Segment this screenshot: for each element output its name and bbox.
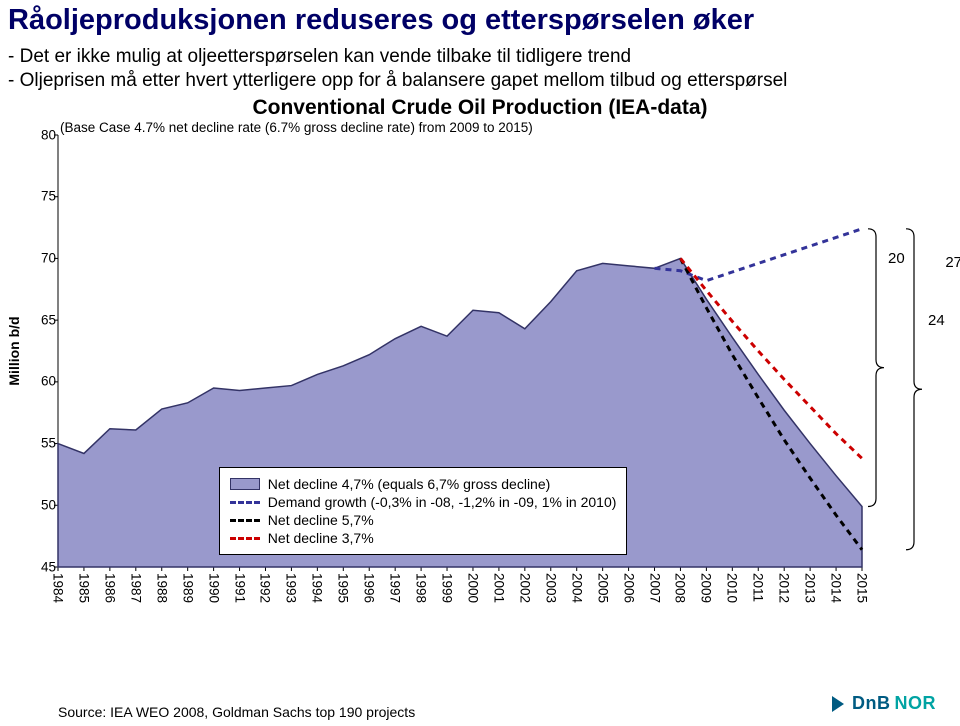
right-annotation: 20 — [888, 250, 905, 267]
x-tick-label: 1990 — [206, 573, 221, 603]
legend-row: Net decline 3,7% — [230, 530, 617, 546]
x-tick-label: 1986 — [102, 573, 117, 603]
chart-container: Conventional Crude Oil Production (IEA-d… — [8, 96, 952, 567]
x-tick-label: 2008 — [673, 573, 688, 603]
legend-label: Net decline 4,7% (equals 6,7% gross decl… — [268, 476, 551, 492]
x-tick-label: 2011 — [751, 573, 766, 602]
legend-swatch — [230, 537, 260, 540]
legend-row: Demand growth (-0,3% in -08, -1,2% in -0… — [230, 494, 617, 510]
y-tick-label: 60 — [41, 374, 56, 389]
plot-area: Million b/d 4550556065707580 19841985198… — [58, 135, 862, 567]
x-tick-label: 1996 — [362, 573, 377, 603]
source-text: Source: IEA WEO 2008, Goldman Sachs top … — [58, 704, 415, 720]
bullet-list: - Det er ikke mulig at oljeetterspørsele… — [0, 37, 960, 94]
right-annotation: 24 — [928, 312, 945, 329]
x-tick-label: 1984 — [51, 573, 66, 603]
x-tick-label: 1988 — [154, 573, 169, 603]
x-tick-label: 1991 — [232, 573, 247, 603]
x-tick-label: 1989 — [180, 573, 195, 603]
y-tick-label: 75 — [41, 189, 56, 204]
x-tick-label: 2009 — [699, 573, 714, 603]
x-tick-label: 2015 — [855, 573, 870, 603]
y-tick-label: 45 — [41, 559, 56, 574]
slide-title: Råoljeproduksjonen reduseres og etterspø… — [0, 0, 960, 37]
chart-subtitle: (Base Case 4.7% net decline rate (6.7% g… — [60, 120, 952, 135]
y-tick-label: 80 — [41, 127, 56, 142]
logo-left: DnB — [852, 693, 891, 714]
y-tick-label: 55 — [41, 436, 56, 451]
y-tick-label: 70 — [41, 251, 56, 266]
bullet-2: - Oljeprisen må etter hvert ytterligere … — [8, 69, 952, 93]
x-tick-label: 1994 — [310, 573, 325, 603]
legend-swatch — [230, 478, 260, 490]
x-tick-label: 1993 — [284, 573, 299, 603]
x-tick-label: 1987 — [128, 573, 143, 603]
chart-title: Conventional Crude Oil Production (IEA-d… — [8, 96, 952, 120]
legend: Net decline 4,7% (equals 6,7% gross decl… — [219, 467, 628, 555]
x-tick-label: 2013 — [803, 573, 818, 603]
x-tick-label: 2010 — [725, 573, 740, 603]
x-tick-label: 1995 — [336, 573, 351, 603]
x-tick-label: 2006 — [621, 573, 636, 603]
legend-label: Net decline 5,7% — [268, 512, 374, 528]
logo: DnBNOR — [830, 693, 936, 714]
x-tick-label: 2007 — [647, 573, 662, 603]
y-tick-label: 50 — [41, 497, 56, 512]
x-tick-label: 2004 — [569, 573, 584, 603]
x-tick-label: 2000 — [465, 573, 480, 603]
x-tick-label: 1992 — [258, 573, 273, 603]
bullet-1: - Det er ikke mulig at oljeetterspørsele… — [8, 45, 952, 69]
logo-triangle-icon — [832, 696, 844, 712]
x-tick-label: 2014 — [829, 573, 844, 603]
legend-swatch — [230, 519, 260, 522]
logo-right: NOR — [895, 693, 937, 714]
x-tick-label: 2005 — [595, 573, 610, 603]
x-tick-label: 2012 — [777, 573, 792, 603]
legend-label: Demand growth (-0,3% in -08, -1,2% in -0… — [268, 494, 617, 510]
x-tick-label: 1998 — [414, 573, 429, 603]
y-ticks: 4550556065707580 — [26, 135, 56, 567]
y-axis-label: Million b/d — [6, 316, 22, 385]
x-tick-label: 2002 — [517, 573, 532, 603]
x-ticks: 1984198519861987198819891990199119921993… — [58, 571, 862, 611]
x-tick-label: 2003 — [543, 573, 558, 603]
legend-swatch — [230, 501, 260, 504]
legend-row: Net decline 5,7% — [230, 512, 617, 528]
legend-label: Net decline 3,7% — [268, 530, 374, 546]
x-tick-label: 2001 — [491, 573, 506, 603]
y-tick-label: 65 — [41, 312, 56, 327]
x-tick-label: 1997 — [388, 573, 403, 603]
side-annotation-27: 27 — [945, 254, 960, 271]
legend-row: Net decline 4,7% (equals 6,7% gross decl… — [230, 476, 617, 492]
x-tick-label: 1985 — [76, 573, 91, 603]
x-tick-label: 1999 — [440, 573, 455, 603]
